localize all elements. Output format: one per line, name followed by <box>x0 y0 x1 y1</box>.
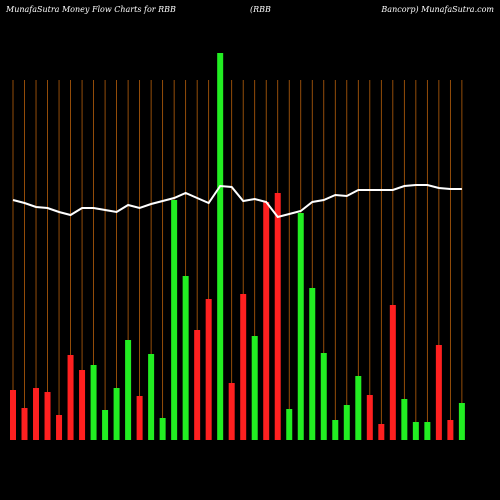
bar <box>424 422 431 440</box>
bar <box>228 383 235 440</box>
bar <box>159 418 166 440</box>
money-flow-line <box>12 184 462 219</box>
bar <box>10 390 16 440</box>
bar <box>309 288 316 440</box>
bar <box>263 202 270 440</box>
bar <box>44 392 51 440</box>
bar <box>320 353 327 440</box>
bar <box>56 415 63 440</box>
chart-title: MunafaSutra Money Flow Charts for RBB <box>5 5 176 14</box>
bar <box>136 396 143 440</box>
bar <box>182 276 189 440</box>
chart-source: Bancorp) MunafaSutra.com <box>380 5 494 14</box>
bar <box>458 403 465 440</box>
bar <box>274 193 281 440</box>
bar <box>435 345 442 440</box>
bar <box>148 354 155 440</box>
bar <box>205 299 212 440</box>
bar <box>401 399 408 440</box>
bar <box>286 409 293 440</box>
bar <box>251 336 258 440</box>
bar <box>297 213 304 440</box>
bar <box>67 355 74 440</box>
bar <box>332 420 339 440</box>
bar <box>102 410 109 440</box>
bar <box>21 408 28 440</box>
bar <box>79 370 86 440</box>
bar <box>366 395 373 440</box>
bar <box>90 365 97 440</box>
bar <box>217 53 224 440</box>
bar <box>355 376 362 440</box>
bar <box>378 424 385 440</box>
bar <box>343 405 350 440</box>
bar <box>447 420 454 440</box>
chart-subtitle: (RBB <box>250 5 271 14</box>
bar <box>125 340 132 440</box>
bar <box>194 330 201 440</box>
bar <box>412 422 419 440</box>
bar <box>33 388 40 440</box>
bar <box>240 294 247 440</box>
bar <box>113 388 120 440</box>
bar <box>389 305 396 440</box>
bar <box>171 200 178 440</box>
